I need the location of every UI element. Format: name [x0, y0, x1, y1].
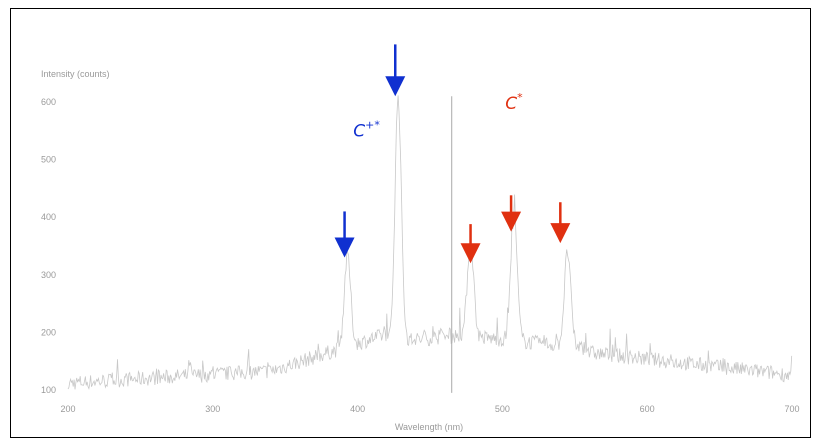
- peak-arrow: [334, 211, 355, 258]
- series-group: [67, 95, 793, 393]
- peak-arrow: [460, 224, 481, 264]
- annotations-group: C+* C*: [353, 91, 523, 142]
- y-tick-label: 600: [41, 97, 56, 107]
- spectrum-chart: Intensity (counts) Wavelength (nm) 200 30…: [41, 44, 800, 432]
- x-tick-label: 200: [60, 404, 75, 414]
- peak-arrow: [501, 195, 522, 232]
- y-tick-label: 400: [41, 212, 56, 222]
- x-tick-label: 400: [350, 404, 365, 414]
- x-tick-label: 700: [784, 404, 799, 414]
- x-tick-label: 300: [205, 404, 220, 414]
- species-label: C+*: [353, 119, 380, 142]
- species-label: C*: [505, 91, 523, 114]
- ticks-group: 200 300 400 500 600 700 100 200 300 400 500 600: [41, 97, 800, 414]
- x-axis-label: Wavelength (nm): [395, 422, 463, 432]
- peak-arrow: [385, 44, 406, 97]
- arrows-group: [334, 44, 571, 264]
- y-tick-label: 300: [41, 270, 56, 280]
- y-tick-label: 500: [41, 155, 56, 165]
- y-tick-label: 200: [41, 327, 56, 337]
- peak-arrow: [550, 202, 571, 244]
- chart-frame: Intensity (counts) Wavelength (nm) 200 30…: [10, 8, 811, 438]
- y-axis-label: Intensity (counts): [41, 69, 110, 79]
- x-tick-label: 500: [495, 404, 510, 414]
- y-tick-label: 100: [41, 385, 56, 395]
- x-tick-label: 600: [640, 404, 655, 414]
- spectrum-line: [67, 95, 793, 390]
